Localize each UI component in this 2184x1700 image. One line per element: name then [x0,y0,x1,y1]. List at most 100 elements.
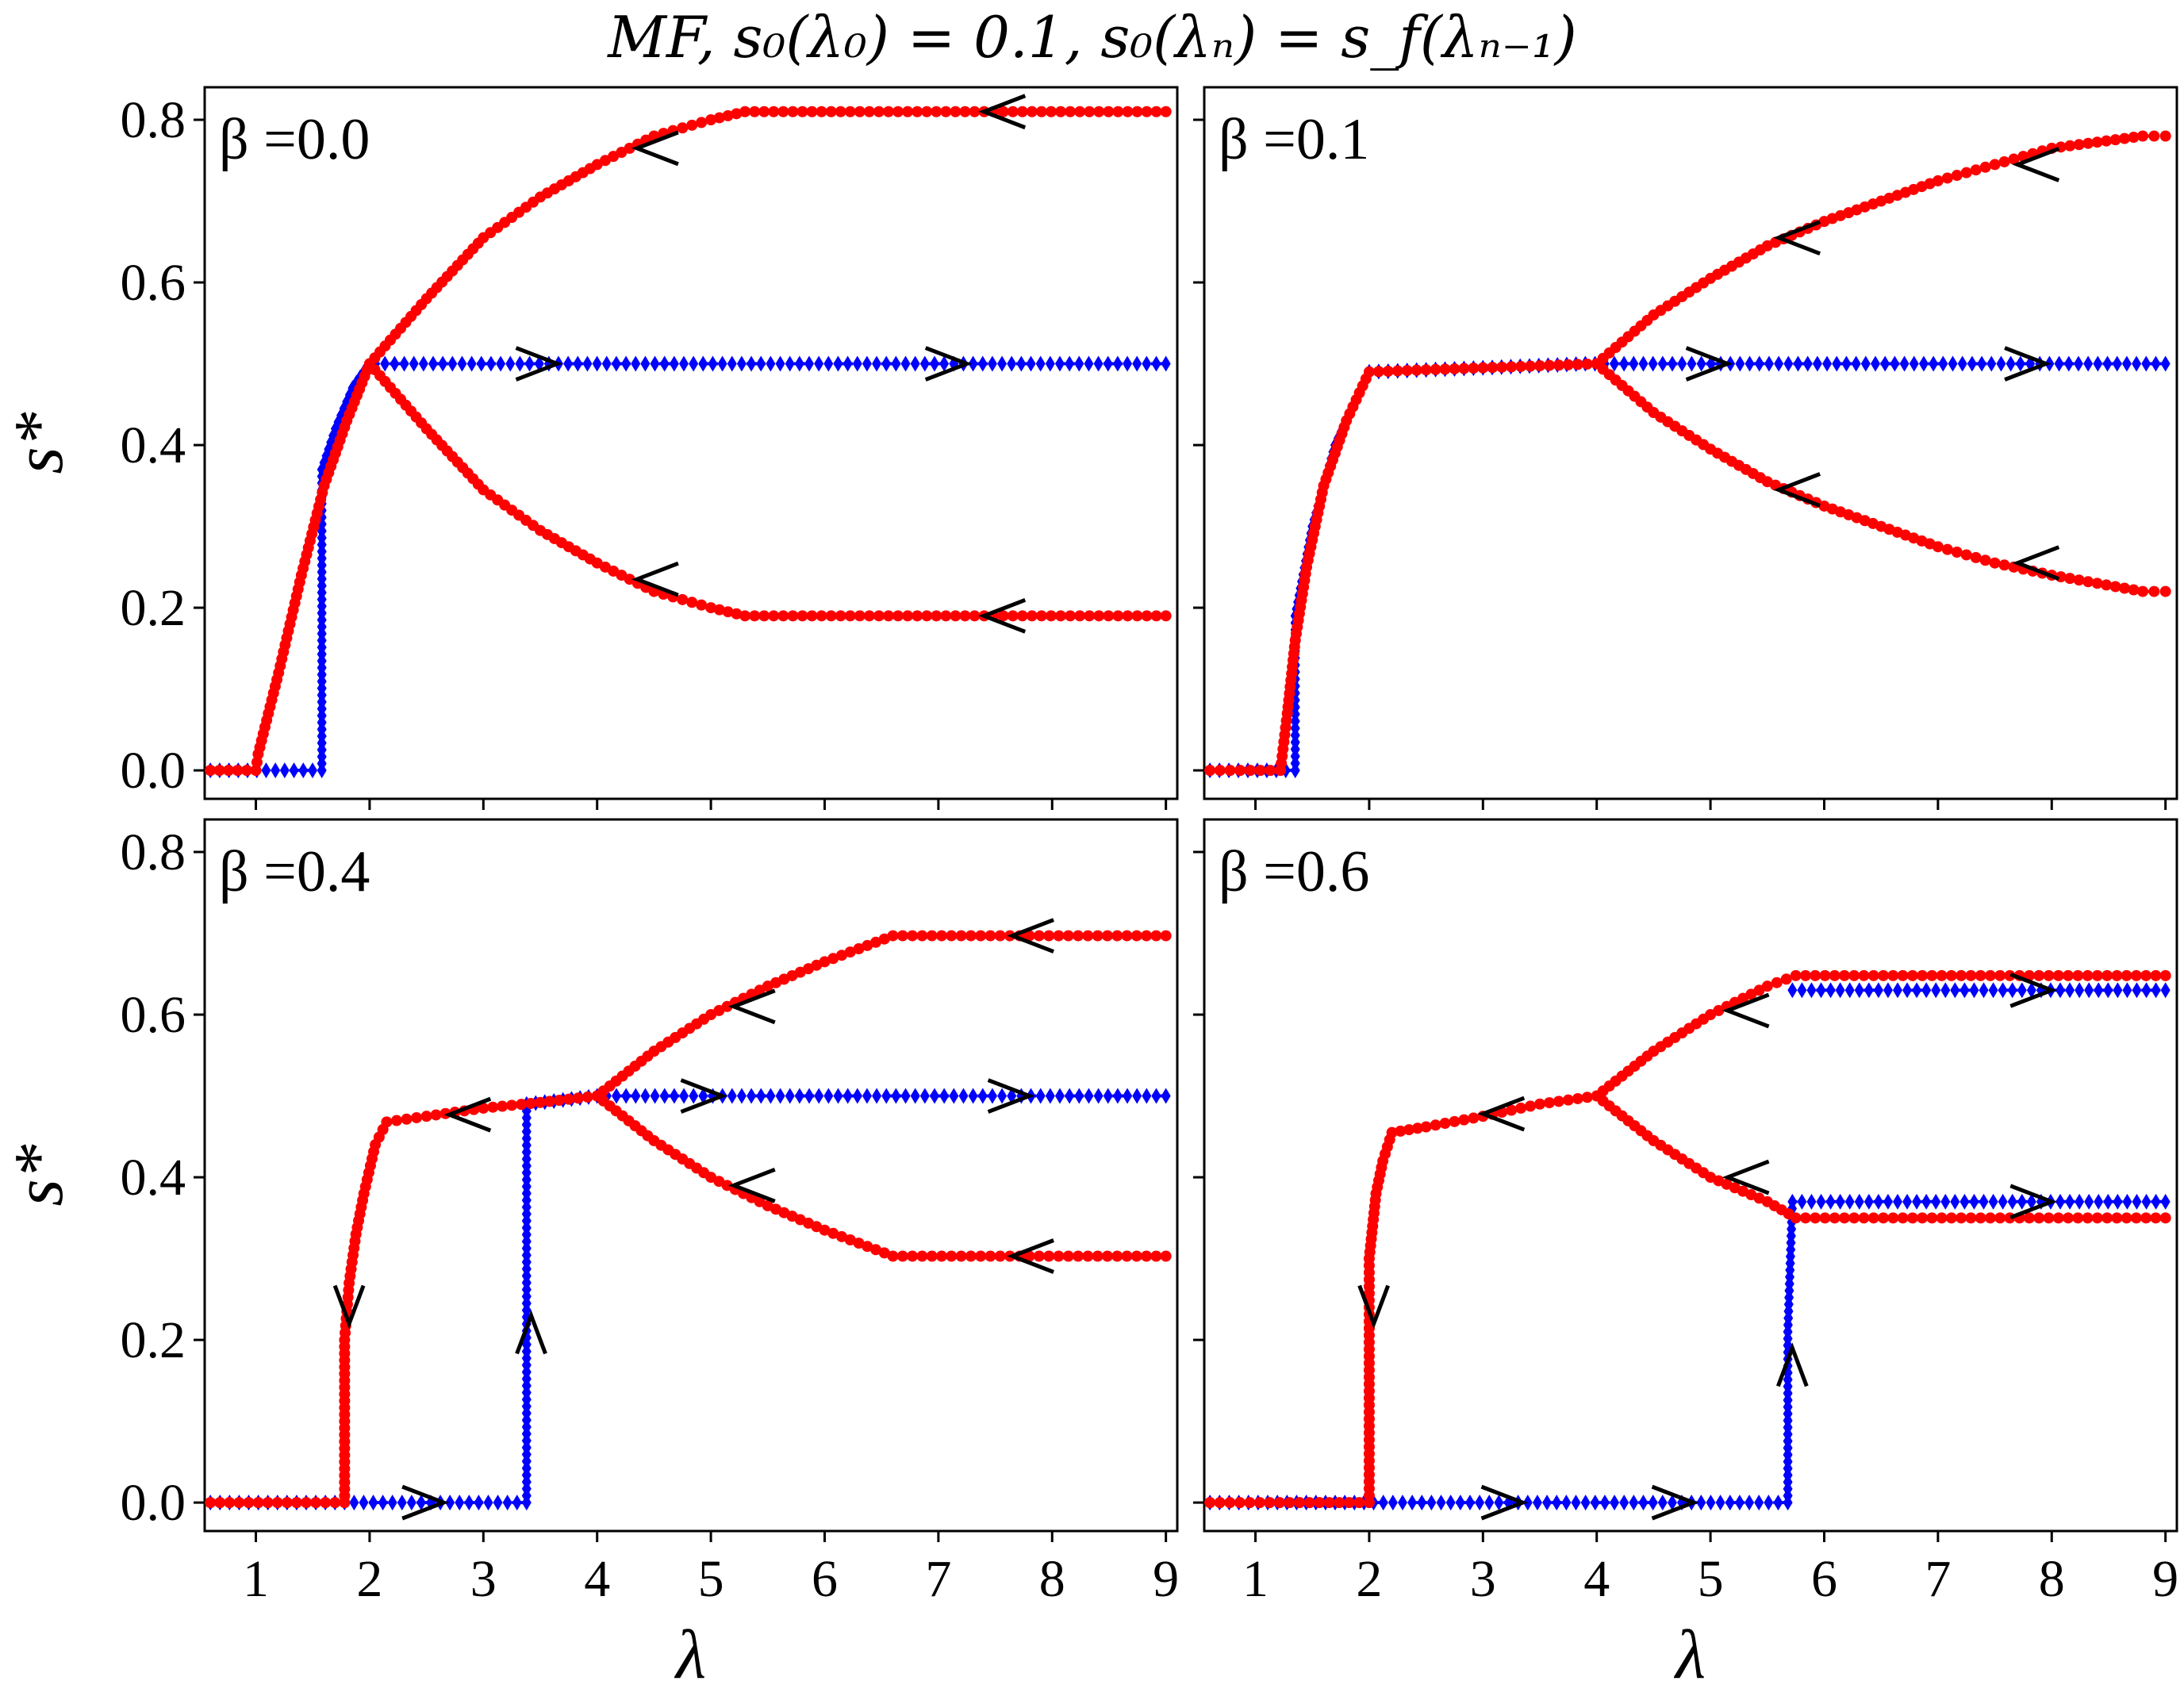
data-point-forward [2103,982,2113,999]
data-point-backward [1303,1497,1315,1509]
y-tick-label: 0.6 [121,986,186,1044]
data-point-forward [1950,982,1960,999]
data-point-forward [1854,1193,1864,1210]
data-point-backward [1275,765,1287,777]
data-point-backward [1998,155,2010,167]
data-point-backward [1372,366,1384,378]
data-point-backward [887,930,899,942]
plot-frame [203,86,1179,800]
data-point-backward [1204,1497,1216,1509]
data-point-forward [1054,355,1065,372]
data-point-forward [1161,355,1171,372]
data-point-forward [1638,355,1649,372]
data-point-forward [872,1088,882,1104]
data-point-backward [713,604,725,616]
data-point-backward [1244,765,1256,777]
data-point-backward [1122,106,1134,117]
data-point-backward [2140,1212,2152,1224]
data-point-forward [1475,1495,1485,1511]
data-point-backward [1016,610,1028,622]
data-point-backward [1941,172,1953,184]
data-point-forward [843,355,853,372]
data-point-backward [902,610,914,622]
data-point-forward [2007,1193,2017,1210]
data-point-forward [1860,355,1871,372]
data-point-forward [2093,355,2103,372]
data-point-backward [1906,1212,1918,1224]
data-point-backward [854,106,866,117]
data-point-forward [1065,355,1075,372]
data-point-forward [1648,355,1658,372]
data-point-forward [1816,1193,1826,1210]
data-point-forward [515,355,525,372]
data-point-backward [1264,1497,1276,1509]
data-point-forward [428,355,439,372]
data-point-backward [1878,1212,1890,1224]
data-point-backward [2072,1212,2084,1224]
data-point-forward [387,1495,397,1511]
data-point-forward [1940,1193,1951,1210]
data-point-forward [1629,355,1639,372]
series-backward [1204,969,2171,1509]
data-point-backward [1065,106,1077,117]
data-point-backward [1411,364,1422,376]
data-point-backward [1053,930,1065,942]
data-point-forward [2132,1193,2142,1210]
data-point-forward [717,355,727,372]
data-point-forward [1841,355,1852,372]
data-point-backward [1043,1250,1055,1262]
data-point-forward [794,1088,804,1104]
data-point-backward [2140,969,2152,981]
data-point-forward [2083,355,2094,372]
direction-arrow-left [1007,918,1054,954]
data-point-forward [640,355,651,372]
data-point-backward [1525,1100,1537,1112]
data-point-backward [290,1497,302,1509]
data-point-forward [349,1495,359,1511]
panel-label: β =0.0 [219,107,370,172]
data-point-forward [307,762,317,779]
data-point-backward [796,610,808,622]
data-point-backward [1131,106,1143,117]
data-point-backward [854,610,866,622]
data-point-backward [1449,363,1460,374]
data-point-forward [2054,355,2064,372]
data-point-forward [814,1088,824,1104]
data-point-forward [1532,1495,1542,1511]
data-point-forward [698,1088,708,1104]
data-point-forward [2113,982,2123,999]
data-point-backward [853,942,865,954]
data-point-forward [502,1495,512,1511]
data-point-forward [1552,1495,1562,1511]
data-point-backward [506,1099,518,1111]
data-point-backward [1160,930,1172,942]
data-point-backward [1253,1497,1265,1509]
data-point-backward [1026,610,1038,622]
data-point-backward [1458,363,1470,374]
data-point-backward [2063,1212,2075,1224]
data-point-forward [2065,1193,2075,1210]
data-point-forward [852,355,862,372]
data-point-backward [2159,969,2171,981]
data-point-forward [457,355,467,372]
data-point-backward [1887,969,1899,981]
direction-arrow-right [401,1484,450,1521]
data-point-backward [997,106,1009,117]
data-point-forward [1599,1495,1610,1511]
data-point-forward [1931,982,1941,999]
data-point-forward [919,1088,930,1104]
data-point-backward [1111,1250,1123,1262]
data-point-forward [1715,1495,1725,1511]
data-point-backward [931,106,942,117]
data-point-backward [2091,1212,2103,1224]
direction-arrow-left [727,1167,776,1203]
data-point-forward [794,355,804,372]
data-point-backward [677,593,689,605]
data-point-backward [1936,1212,1948,1224]
data-point-forward [1787,1193,1798,1210]
data-point-backward [994,1250,1006,1262]
data-point-backward [497,1100,509,1112]
data-point-forward [1764,355,1774,372]
data-point-forward [445,1495,455,1511]
data-point-forward [1902,1193,1913,1210]
